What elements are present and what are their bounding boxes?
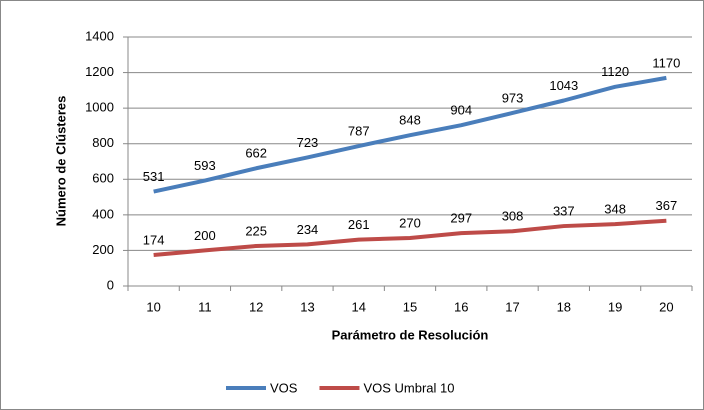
data-label: 531 [143,169,165,184]
data-label: 662 [245,146,267,161]
data-label: 723 [297,135,319,150]
y-axis-title: Número de Clústeres [53,96,68,227]
data-label: 1043 [549,78,578,93]
x-tick-label: 20 [659,299,673,314]
x-tick-label: 13 [300,299,314,314]
x-tick-label: 17 [505,299,519,314]
x-tick-label: 11 [198,299,212,314]
data-label: 234 [297,222,319,237]
y-tick-label: 1000 [85,100,114,115]
data-label: 787 [348,123,370,138]
x-tick-label: 14 [351,299,365,314]
data-label: 904 [450,103,472,118]
y-tick-label: 400 [92,206,114,221]
x-tick-label: 10 [146,299,160,314]
x-tick-label: 18 [557,299,571,314]
data-label: 200 [194,228,216,243]
series-line [153,75,667,194]
y-tick-label: 800 [92,135,114,150]
x-tick-label: 15 [403,299,417,314]
data-label: 1170 [652,55,680,70]
legend-label: VOS Umbral 10 [363,380,454,395]
data-label: 337 [553,203,575,218]
data-label: 367 [656,198,678,213]
data-label: 593 [194,158,216,173]
data-label: 225 [245,223,267,238]
data-label: 297 [450,211,472,226]
y-tick-label: 200 [92,242,114,257]
y-tick-label: 600 [92,171,114,186]
data-label: 270 [399,215,421,230]
x-tick-label: 19 [608,299,622,314]
y-tick-label: 0 [107,277,114,292]
data-label: 308 [502,209,524,224]
x-tick-label: 16 [454,299,468,314]
x-axis-title: Parámetro de Resolución [332,327,489,342]
data-label: 348 [604,202,626,217]
y-tick-label: 1200 [85,64,114,79]
legend-label: VOS [270,380,298,395]
y-tick-label: 1400 [85,28,114,43]
x-tick-label: 12 [249,299,263,314]
data-label: 848 [399,113,421,128]
data-label: 174 [143,232,165,247]
data-label: 261 [348,217,370,232]
series-line [153,218,667,258]
data-label: 1120 [601,64,629,79]
data-label: 973 [502,90,524,105]
